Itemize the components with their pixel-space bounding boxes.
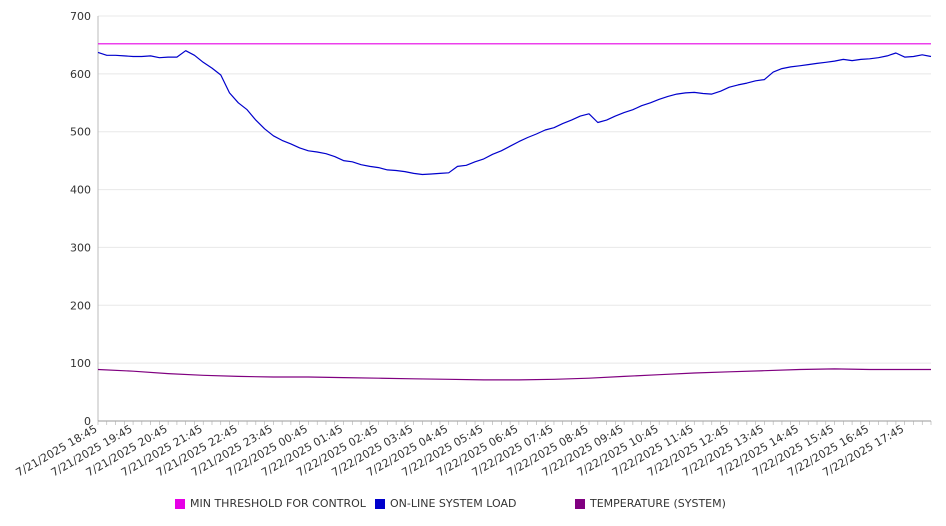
y-tick-label: 200 [70,299,91,312]
y-tick-label: 0 [84,415,91,428]
y-tick-labels: 0 100 200 300 400 500 600 700 [70,10,91,428]
y-tick-label: 400 [70,184,91,197]
y-tick-label: 100 [70,357,91,370]
legend-label-min-threshold: MIN THRESHOLD FOR CONTROL [190,497,366,510]
series-line-temperature [97,368,931,381]
series-lines [97,43,932,381]
y-tick-label: 700 [70,10,91,23]
legend-swatch-min-threshold [175,498,185,509]
legend-item-min-threshold[interactable]: MIN THRESHOLD FOR CONTROL [175,497,366,510]
legend-label-system-load: ON-LINE SYSTEM LOAD [390,497,517,510]
legend: MIN THRESHOLD FOR CONTROL ON-LINE SYSTEM… [0,497,946,515]
y-tick-label: 500 [70,126,91,139]
legend-swatch-temperature [575,498,585,509]
gridlines [98,15,931,364]
legend-label-temperature: TEMPERATURE (SYSTEM) [590,497,726,510]
y-tick-label: 300 [70,241,91,254]
y-tick-label: 600 [70,68,91,81]
legend-swatch-system-load [375,498,385,509]
legend-item-system-load[interactable]: ON-LINE SYSTEM LOAD [375,497,516,510]
series-line-system-load [97,50,932,176]
x-tick-labels: 7/21/2025 18:457/21/2025 19:457/21/2025 … [14,422,907,479]
axes [97,16,932,425]
legend-item-temperature[interactable]: TEMPERATURE (SYSTEM) [575,497,726,510]
